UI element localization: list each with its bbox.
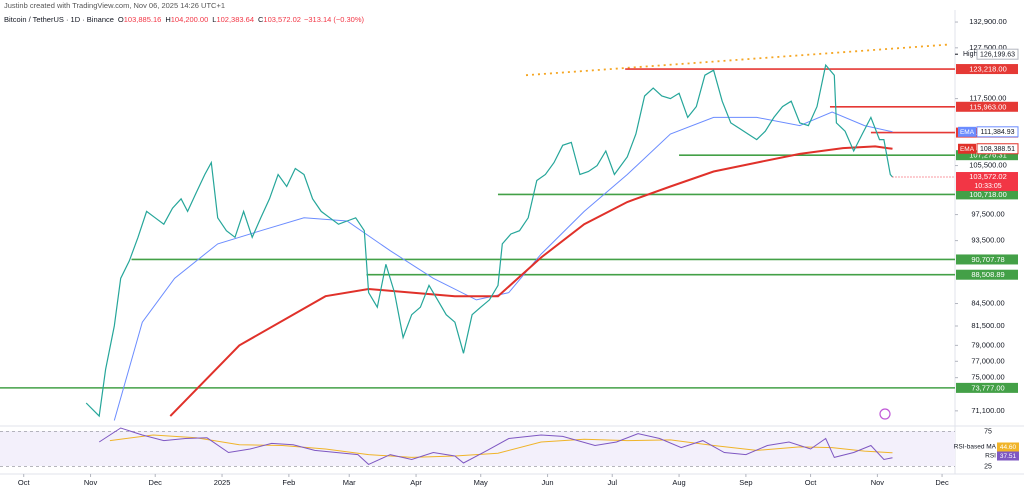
rsi-tick-label: 25 — [984, 463, 992, 470]
ema-value: 111,384.93 — [981, 129, 1015, 136]
y-tick-label: 127,500.00 — [969, 43, 1007, 52]
ema-value: 108,388.51 — [980, 146, 1015, 153]
rsi-name: RSI — [985, 453, 996, 460]
level-label-box — [956, 254, 1018, 265]
level-label: 123,218.00 — [969, 65, 1007, 74]
level-label: 100,718.00 — [969, 190, 1007, 199]
high-label: High — [963, 51, 978, 58]
level-label-box — [956, 101, 1018, 112]
level-label-box — [956, 189, 1018, 200]
x-tick-label: Nov — [84, 478, 98, 487]
credit: Justinb created with TradingView.com, No… — [4, 1, 225, 10]
ema-tag-box — [958, 126, 976, 137]
y-tick-label: 132,900.00 — [969, 17, 1007, 26]
ohlc-key: C — [258, 15, 264, 24]
ema-line — [113, 111, 893, 421]
ohlc-value: 102,383.64 — [216, 15, 254, 24]
y-tick-label: 84,500.00 — [971, 299, 1004, 308]
rsi-value: 44.60 — [1000, 444, 1017, 451]
x-tick-label: Jun — [542, 478, 554, 487]
price-line — [85, 63, 893, 418]
rsi-name: RSI-based MA — [954, 444, 997, 451]
x-tick-label: May — [474, 478, 488, 487]
y-tick-label: 75,000.00 — [971, 373, 1004, 382]
x-tick-label: Jul — [607, 478, 617, 487]
symbol: Bitcoin / TetherUS · 1D · Binance — [4, 15, 114, 24]
ema-tag: EMA — [960, 129, 975, 136]
y-tick-label: 97,500.00 — [971, 210, 1004, 219]
x-tick-label: Feb — [282, 478, 295, 487]
level-label: 73,777.00 — [971, 383, 1004, 392]
x-tick-label: Dec — [935, 478, 949, 487]
high-value: 126,199.63 — [980, 52, 1015, 59]
y-tick-label: 77,000.00 — [971, 356, 1004, 365]
ohlc-value: 103,885.16 — [124, 15, 162, 24]
rsi-value-box — [997, 442, 1019, 452]
level-label-box — [956, 64, 1018, 75]
ohlc-value: 104,200.00 — [171, 15, 209, 24]
x-tick-label: Oct — [18, 478, 31, 487]
current-price-box — [956, 172, 1018, 192]
watermark-icon — [879, 408, 891, 420]
level-label-box — [956, 150, 1018, 161]
x-tick-label: 2025 — [214, 478, 231, 487]
level-label: 90,707.78 — [971, 255, 1004, 264]
ema-line — [169, 145, 893, 417]
level-label: 115,963.00 — [970, 102, 1007, 111]
ema-value-box — [976, 126, 1019, 138]
level-label-box — [956, 382, 1018, 393]
level-label-box — [956, 269, 1018, 280]
ohlc-value: 103,572.02 — [263, 15, 301, 24]
ema-tag: EMA — [960, 146, 975, 153]
ema-tag-box — [958, 143, 976, 154]
trendline — [525, 43, 951, 77]
current-price: 103,572.02 — [969, 172, 1007, 181]
ema-value-box — [976, 143, 1019, 155]
rsi-band — [0, 431, 955, 466]
ohlc-key: O — [118, 15, 124, 24]
level-label: 107,276.31 — [969, 151, 1007, 160]
y-tick-label: 105,500.00 — [969, 161, 1007, 170]
rsi-tick-label: 75 — [984, 428, 992, 435]
change: −313.14 (−0.30%) — [304, 15, 365, 24]
ohlc-key: H — [165, 15, 170, 24]
rsi-line — [98, 427, 893, 465]
rsi-value-box — [997, 451, 1019, 461]
rsi-line — [109, 434, 893, 458]
level-label: 88,508.89 — [971, 270, 1004, 279]
x-tick-label: Aug — [672, 478, 685, 487]
y-tick-label: 117,500.00 — [970, 94, 1007, 103]
rsi-value: 37.51 — [1000, 453, 1017, 460]
y-tick-label: 79,000.00 — [971, 340, 1004, 349]
symbol-info: Bitcoin / TetherUS · 1D · Binance O103,88… — [4, 15, 365, 24]
y-tick-label: 93,500.00 — [971, 236, 1004, 245]
x-tick-label: Nov — [871, 478, 885, 487]
high-value-box — [976, 48, 1019, 60]
countdown: 10:33:05 — [974, 183, 1001, 190]
x-tick-label: Sep — [739, 478, 752, 487]
ohlc-key: L — [212, 15, 216, 24]
y-tick-label: 71,100.00 — [971, 406, 1004, 415]
x-tick-label: Apr — [410, 478, 422, 487]
x-tick-label: Oct — [805, 478, 818, 487]
x-tick-label: Mar — [343, 478, 356, 487]
y-tick-label: 81,500.00 — [971, 321, 1004, 330]
x-tick-label: Dec — [149, 478, 163, 487]
